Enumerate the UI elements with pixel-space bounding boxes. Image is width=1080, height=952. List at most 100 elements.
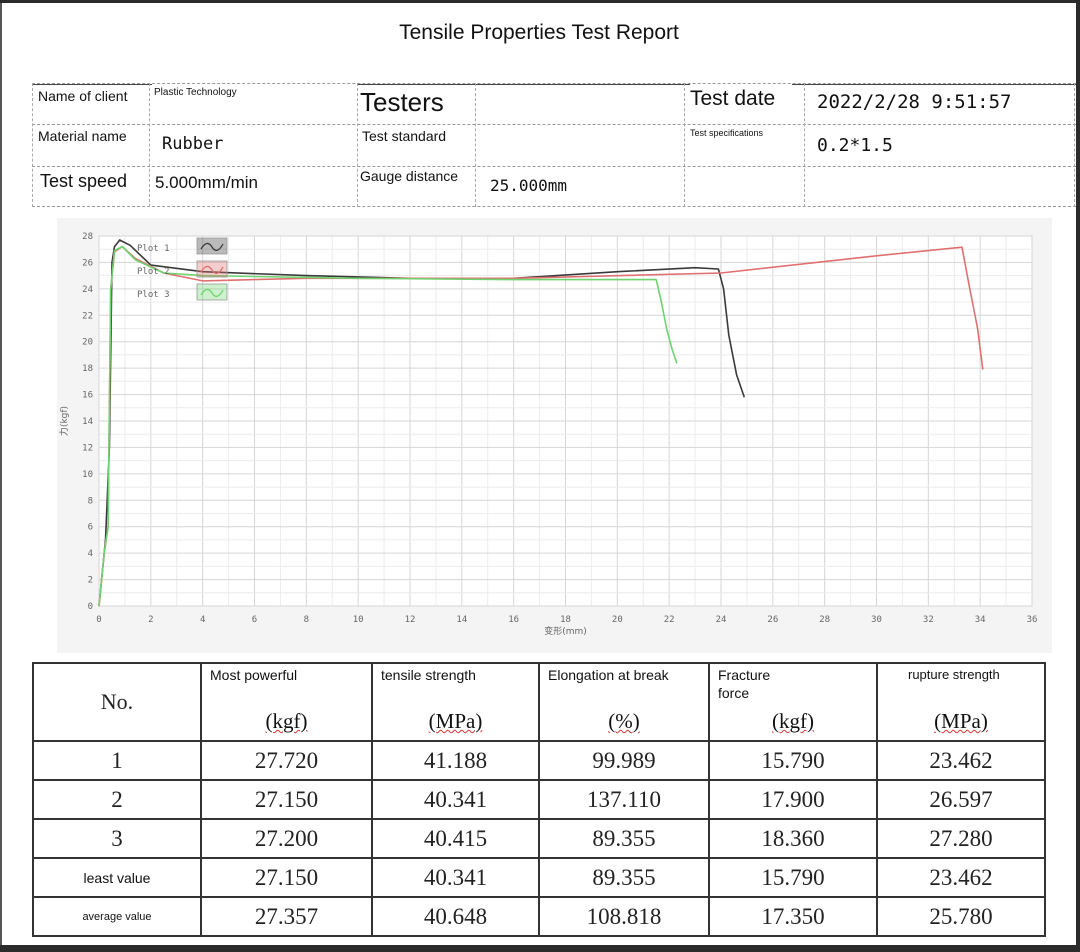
row-label: 2 (32, 779, 202, 820)
column-header: Elongation at break (%) (538, 662, 710, 742)
x-axis-label: 变形(mm) (544, 625, 587, 637)
no-header-cell: No. (32, 662, 202, 742)
x-tick-label: 26 (767, 615, 778, 625)
y-tick-label: 4 (88, 549, 93, 559)
column-name: Elongation at break (548, 667, 669, 683)
material-value: Rubber (162, 134, 224, 154)
table-row: 2 27.150 40.341 137.110 17.900 26.597 (32, 779, 1046, 820)
table-row: 1 27.720 41.188 99.989 15.790 23.462 (32, 740, 1046, 781)
row-label: average value (32, 896, 202, 937)
x-tick-label: 4 (200, 615, 205, 625)
report-sheet: Tensile Properties Test Report Name of c… (0, 3, 1076, 945)
divider (149, 83, 150, 207)
material-label: Material name (38, 128, 127, 144)
column-unit: (kgf) (265, 709, 308, 733)
spec-value: 0.2*1.5 (817, 135, 893, 156)
table-cell: 15.790 (708, 857, 878, 898)
client-value: Plastic Technology (154, 87, 237, 98)
column-unit: (kgf) (772, 709, 814, 733)
testers-label: Testers (360, 87, 444, 117)
table-cell: 18.360 (708, 818, 878, 859)
legend-swatch-line (200, 242, 224, 251)
divider (32, 166, 1076, 167)
no-header: No. (100, 689, 134, 714)
column-header: tensile strength (MPa) (371, 662, 540, 742)
legend-label: Plot 3 (137, 290, 170, 300)
table-cell: 41.188 (371, 740, 540, 781)
test-date-value: 2022/2/28 9:51:57 (817, 91, 1012, 113)
y-tick-label: 2 (88, 576, 93, 586)
divider (475, 83, 476, 207)
divider (32, 124, 1076, 125)
table-cell: 137.110 (538, 779, 710, 820)
table-cell: 40.341 (371, 857, 540, 898)
row-label: 3 (32, 818, 202, 859)
column-unit: (MPa) (428, 709, 483, 733)
table-cell: 108.818 (538, 896, 710, 937)
table-cell: 27.150 (200, 857, 373, 898)
column-name: Fracture force (718, 667, 771, 701)
y-tick-label: 28 (82, 232, 93, 242)
table-cell: 27.357 (200, 896, 373, 937)
table-cell: 23.462 (876, 857, 1046, 898)
x-tick-label: 32 (923, 615, 934, 625)
divider (32, 84, 152, 85)
table-cell: 23.462 (876, 740, 1046, 781)
column-header: Most powerful (kgf) (200, 662, 373, 742)
table-cell: 40.648 (371, 896, 540, 937)
series-line (98, 239, 746, 607)
x-tick-label: 12 (405, 615, 416, 625)
y-tick-label: 16 (82, 391, 93, 401)
x-tick-label: 0 (96, 615, 101, 625)
force-deformation-chart: 0 2 4 6 8 10 12 14 16 18 20 22 24 26 28 30 32 34 36 0 2 4 6 8 10… (57, 218, 1052, 653)
x-tick-label: 10 (353, 615, 364, 625)
table-cell: 89.355 (538, 857, 710, 898)
divider (684, 83, 685, 207)
x-tick-label: 8 (304, 615, 309, 625)
y-tick-label: 8 (88, 496, 93, 506)
y-tick-label: 18 (82, 364, 93, 374)
table-cell: 27.720 (200, 740, 373, 781)
y-tick-label: 10 (82, 470, 93, 480)
y-tick-label: 6 (88, 523, 93, 533)
chart-svg: 0 2 4 6 8 10 12 14 16 18 20 22 24 26 28 30 32 34 360246810… (57, 218, 1052, 653)
report-title: Tensile Properties Test Report (399, 21, 679, 44)
y-tick-label: 14 (82, 417, 93, 427)
table-cell: 99.989 (538, 740, 710, 781)
divider (357, 83, 358, 207)
column-name: rupture strength (908, 667, 1000, 682)
column-unit: (%) (608, 709, 640, 733)
y-tick-label: 22 (82, 311, 93, 321)
divider (1074, 83, 1075, 207)
table-cell: 26.597 (876, 779, 1046, 820)
y-tick-label: 20 (82, 338, 93, 348)
row-label: 1 (32, 740, 202, 781)
divider (32, 83, 33, 207)
test-date-label: Test date (690, 87, 776, 110)
legend-swatch-line (200, 288, 224, 297)
y-tick-label: 12 (82, 443, 93, 453)
x-tick-label: 22 (664, 615, 675, 625)
table-cell: 40.341 (371, 779, 540, 820)
speed-label: Test speed (40, 171, 128, 191)
x-tick-label: 28 (819, 615, 830, 625)
column-header: Fracture force (kgf) (708, 662, 878, 742)
y-axis-label: 力(kgf) (58, 406, 70, 436)
y-tick-label: 24 (82, 285, 93, 295)
table-cell: 17.350 (708, 896, 878, 937)
column-name: Most powerful (210, 667, 298, 683)
column-header: rupture strength (MPa) (876, 662, 1046, 742)
divider (32, 83, 1076, 84)
results-table: No. Most powerful (kgf) tensile strength (… (32, 662, 1046, 937)
table-cell: 27.280 (876, 818, 1046, 859)
column-unit: (MPa) (934, 709, 988, 733)
x-tick-label: 6 (252, 615, 257, 625)
table-cell: 27.150 (200, 779, 373, 820)
table-cell: 25.780 (876, 896, 1046, 937)
x-tick-label: 30 (871, 615, 882, 625)
legend-label: Plot 1 (137, 244, 170, 254)
info-header: Name of client Plastic Technology Tester… (32, 83, 1076, 207)
series-line (98, 245, 678, 607)
x-tick-label: 2 (148, 615, 153, 625)
divider (32, 206, 1076, 207)
